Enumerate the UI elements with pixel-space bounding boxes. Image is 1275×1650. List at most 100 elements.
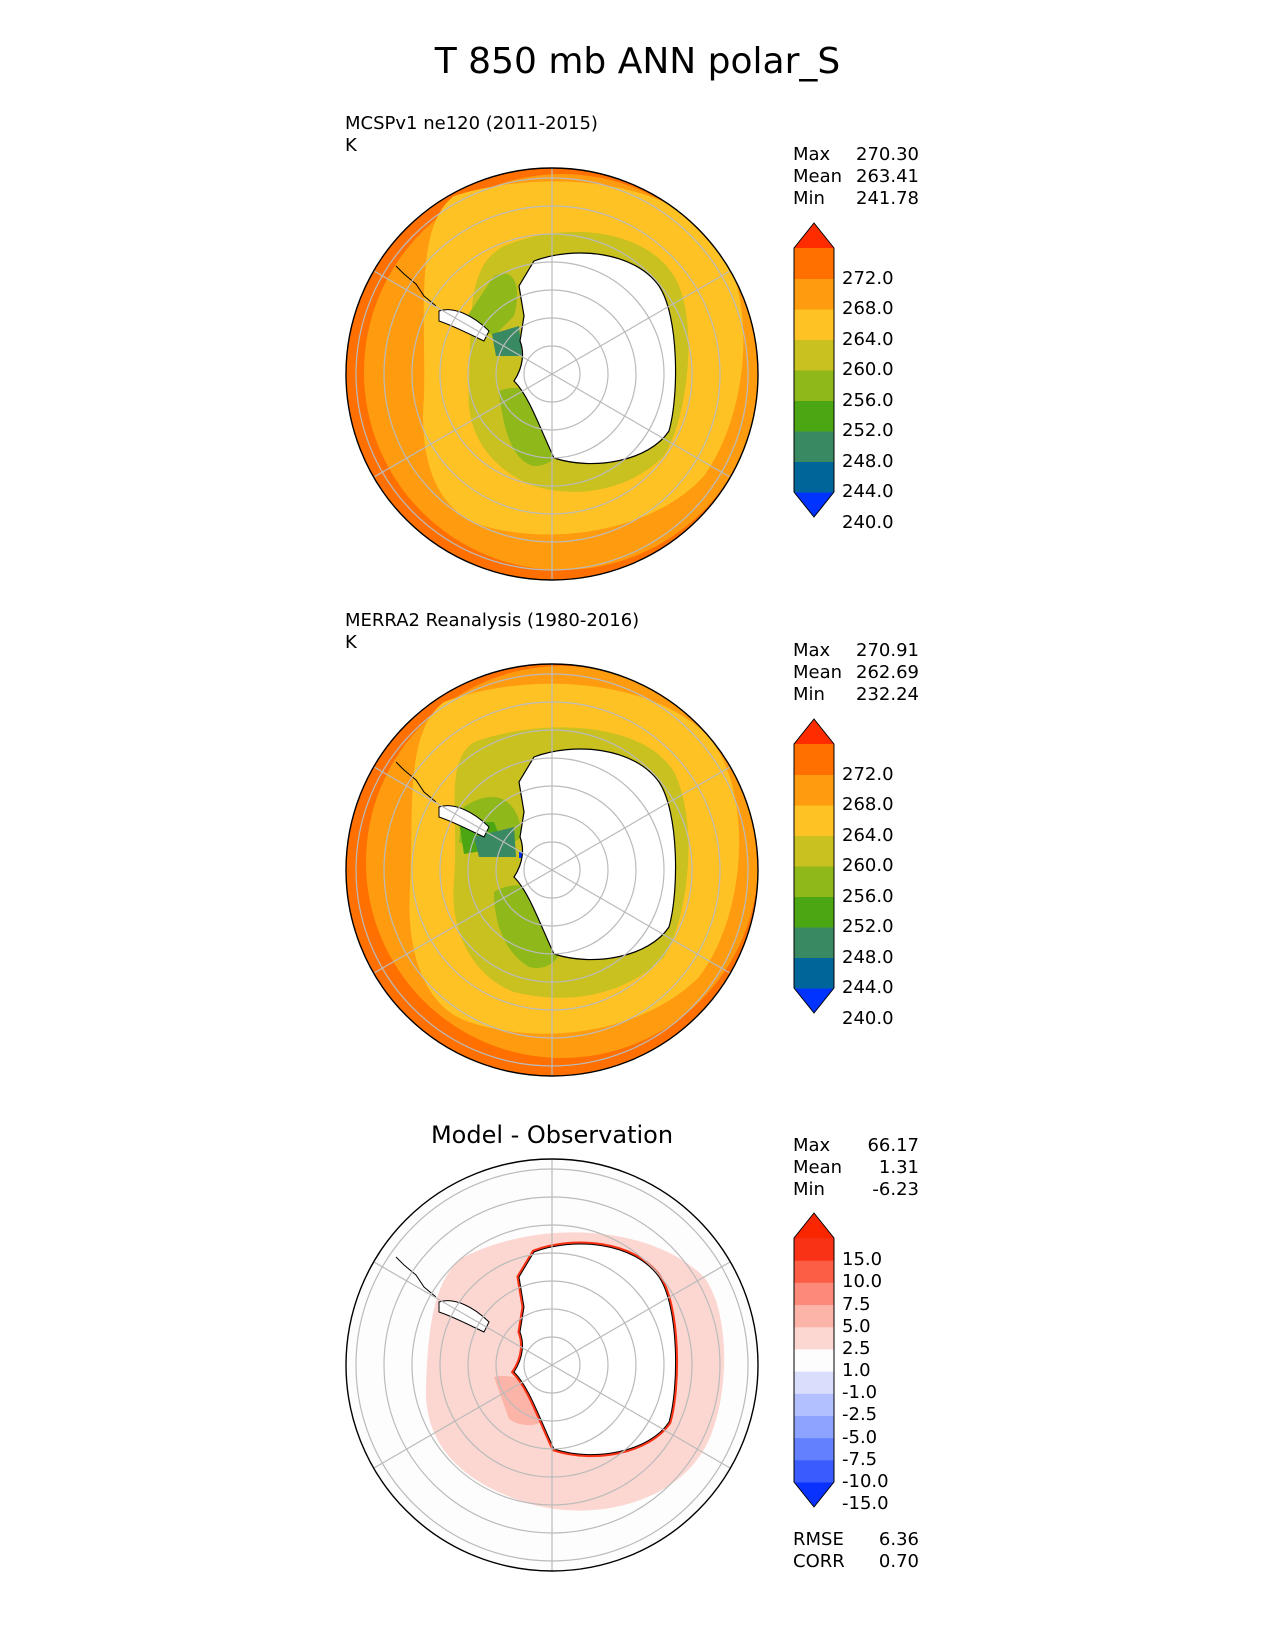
colorbar-segment — [794, 805, 834, 836]
colorbar-tick-label: 256.0 — [842, 885, 894, 907]
figure-title: T 850 mb ANN polar_S — [434, 41, 841, 82]
colorbar-tick-label: -7.5 — [842, 1448, 878, 1470]
colorbar-segment — [794, 309, 834, 340]
colorbar-segment — [794, 1326, 834, 1350]
corr-value: 0.70 — [878, 1551, 919, 1572]
map-band-252-256 — [464, 273, 518, 336]
colorbar-outline — [793, 1212, 835, 1508]
stat-max-value: 270.91 — [856, 640, 919, 661]
colorbar-tick-label: 272.0 — [842, 763, 894, 785]
stat-mean-value: 263.41 — [856, 166, 919, 187]
colorbar-tick-label: -2.5 — [842, 1404, 878, 1426]
colorbar-segment — [794, 1304, 834, 1328]
colorbar-segment — [794, 1459, 834, 1483]
stat-min-label: Min — [793, 684, 825, 705]
obs-colorbar — [793, 718, 835, 1014]
model-panel-units: K — [345, 135, 357, 156]
stat-min-value: 232.24 — [856, 684, 919, 705]
map-graticule — [355, 168, 749, 580]
colorbar-segment — [794, 461, 834, 493]
colorbar-segment — [794, 1260, 834, 1283]
colorbar-segment — [794, 1348, 834, 1372]
colorbar-tick-label: 264.0 — [842, 824, 894, 846]
colorbar-segment — [794, 1371, 834, 1394]
obs-stats: Max 270.91 Mean 262.69 Min 232.24 — [793, 640, 919, 706]
antarctic-peninsula — [438, 309, 490, 342]
stat-mean-label: Mean — [793, 1157, 843, 1178]
map-frame — [345, 1158, 759, 1572]
colorbar-segment — [794, 400, 834, 432]
stat-max-value: 66.17 — [867, 1135, 919, 1156]
diff-panel-title: Model - Observation — [430, 1121, 674, 1149]
colorbar-tick-label: 252.0 — [842, 420, 894, 441]
model-polar-map — [345, 167, 759, 581]
colorbar-segment — [794, 744, 834, 775]
colorbar-extend-max — [794, 1213, 834, 1238]
map-graticule — [355, 1159, 749, 1571]
colorbar-segment — [794, 774, 834, 806]
stat-mean-label: Mean — [793, 166, 843, 187]
colorbar-segment — [794, 1437, 834, 1461]
colorbar-tick-label: -15.0 — [842, 1493, 889, 1515]
colorbar-tick-label: 260.0 — [842, 359, 894, 380]
colorbar-segment — [794, 1393, 834, 1416]
colorbar-segment — [794, 370, 834, 401]
colorbar-extend-max — [794, 223, 834, 248]
stat-max-value: 270.30 — [856, 144, 919, 165]
south-america-coast — [395, 761, 437, 803]
diff-stats: Max 66.17 Mean 1.31 Min -6.23 — [793, 1135, 919, 1201]
diff-polar-map — [345, 1158, 759, 1572]
stat-mean-value: 1.31 — [878, 1157, 919, 1178]
south-america-coast — [395, 1256, 437, 1298]
colorbar-tick-label: 7.5 — [842, 1293, 871, 1315]
colorbar-tick-label: 248.0 — [842, 946, 894, 968]
antarctica-land — [513, 1243, 677, 1455]
corr-label: CORR — [793, 1551, 845, 1572]
stat-mean-label: Mean — [793, 662, 843, 683]
stat-max-label: Max — [793, 1135, 831, 1156]
colorbar-outline — [793, 718, 835, 1014]
colorbar-extend-min — [794, 988, 834, 1013]
map-frame — [345, 663, 759, 1077]
antarctica-land — [513, 252, 677, 465]
colorbar-tick-label: 268.0 — [842, 794, 894, 815]
colorbar-segment — [794, 1415, 834, 1439]
colorbar-segment — [794, 1238, 834, 1261]
colorbar-tick-label: 240.0 — [842, 511, 894, 533]
south-america-coast — [395, 265, 437, 307]
stat-min-label: Min — [793, 188, 825, 209]
colorbar-segment — [794, 1282, 834, 1306]
stat-mean-value: 262.69 — [856, 662, 919, 683]
obs-panel-title: MERRA2 Reanalysis (1980-2016) — [345, 610, 640, 631]
diff-colorbar-ticks: 15.0 10.0 7.5 5.0 2.5 1.0 -1.0 -2.5 -5.0 -7.5 -10.… — [842, 1236, 902, 1514]
rmse-label: RMSE — [793, 1529, 844, 1550]
colorbar-segment — [794, 866, 834, 897]
colorbar-tick-label: 244.0 — [842, 977, 894, 998]
colorbar-tick-label: 264.0 — [842, 328, 894, 350]
obs-polar-map — [345, 663, 759, 1077]
model-panel-title: MCSPv1 ne120 (2011-2015) — [345, 113, 598, 134]
model-stats: Max 270.30 Mean 263.41 Min 241.78 — [793, 144, 919, 210]
colorbar-extend-min — [794, 492, 834, 517]
stat-min-value: 241.78 — [856, 188, 919, 209]
stat-max-label: Max — [793, 144, 831, 165]
colorbar-tick-label: 5.0 — [842, 1315, 871, 1337]
diff-metrics: RMSE 6.36 CORR 0.70 — [793, 1529, 919, 1573]
colorbar-segment — [794, 896, 834, 928]
obs-colorbar-ticks: 272.0 268.0 264.0 260.0 256.0 252.0 248.0 244.0… — [842, 744, 902, 1029]
colorbar-tick-label: 2.5 — [842, 1337, 871, 1359]
colorbar-tick-label: 256.0 — [842, 389, 894, 411]
colorbar-tick-label: -1.0 — [842, 1382, 878, 1404]
model-colorbar-ticks: 272.0 268.0 264.0 260.0 256.0 252.0 248.0 244.0… — [842, 248, 902, 533]
colorbar-tick-label: 244.0 — [842, 481, 894, 502]
diff-colorbar — [793, 1212, 835, 1508]
colorbar-segment — [794, 431, 834, 462]
stat-min-value: -6.23 — [872, 1179, 919, 1200]
model-colorbar — [793, 222, 835, 518]
colorbar-extend-max — [794, 719, 834, 744]
map-graticule — [355, 664, 749, 1076]
colorbar-segment — [794, 927, 834, 958]
colorbar-tick-label: 260.0 — [842, 855, 894, 876]
obs-panel-units: K — [345, 632, 357, 653]
stat-max-label: Max — [793, 640, 831, 661]
